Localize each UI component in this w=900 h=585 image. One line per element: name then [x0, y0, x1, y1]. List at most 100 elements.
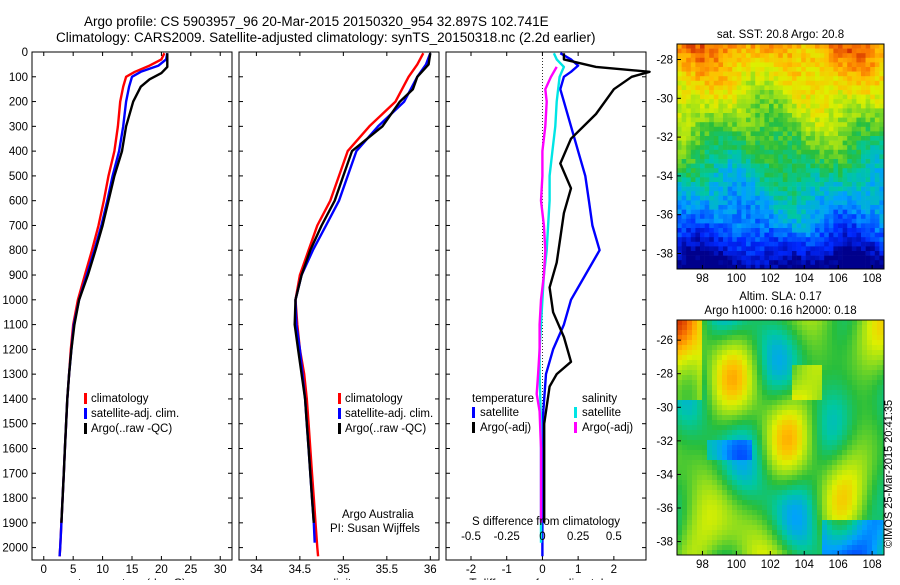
sst-map-cell [879, 218, 885, 224]
sst-map-cell [690, 241, 696, 247]
sst-map-cell [801, 237, 807, 243]
sst-map-cell [718, 131, 724, 137]
sla-map-cell [787, 445, 793, 451]
sst-map-ytick-label: -28 [656, 55, 673, 67]
sst-map-cell [856, 264, 862, 270]
sst-map-cell [778, 228, 784, 233]
sla-map-cell [702, 365, 708, 371]
sst-map-cell [769, 182, 774, 187]
sla-map-cell [772, 455, 778, 461]
sst-map-cell [736, 117, 742, 123]
sla-map-cell [802, 465, 808, 471]
sst-map-cell [746, 246, 751, 252]
sla-map-cell [702, 480, 708, 486]
sst-map-cell [847, 80, 853, 86]
sst-map-cell [700, 168, 705, 174]
sst-map-cell [815, 53, 820, 59]
sst-map-cell [741, 195, 747, 201]
sla-map-cell [747, 375, 753, 381]
sst-map-cell [847, 182, 853, 187]
sla-map-cell [732, 350, 738, 356]
sst-map-cell [833, 200, 839, 206]
sst-map-cell [879, 228, 885, 233]
sst-map-cell [695, 85, 701, 91]
sst-map-cell [824, 195, 830, 201]
sla-map-cell [832, 525, 838, 531]
sst-map-cell [838, 241, 843, 247]
sla-map-cell [827, 320, 833, 326]
sst-map-cell [677, 232, 682, 238]
sla-map-cell [872, 435, 878, 441]
sla-map-cell [792, 400, 798, 406]
sla-map-cell [812, 325, 818, 331]
sst-map-cell [718, 149, 724, 155]
sla-map-cell [867, 390, 873, 396]
sla-map-cell [767, 385, 773, 391]
sst-map-cell [796, 191, 802, 197]
sla-map-cell [872, 420, 878, 426]
sla-map-cell [752, 400, 758, 406]
sst-map-cell [700, 214, 705, 220]
sla-map-cell [882, 465, 885, 471]
sla-map-cell [872, 395, 878, 401]
sla-map-cell [867, 425, 873, 431]
sla-map-cell [732, 430, 738, 436]
sla-map-cell [692, 545, 698, 551]
sst-map-cell [686, 154, 692, 160]
sst-map-cell [792, 172, 797, 178]
sla-map-cell [677, 490, 683, 496]
sst-map-cell [695, 177, 701, 183]
sst-map-cell [856, 195, 862, 201]
sla-map-cell [862, 450, 868, 456]
sla-map-cell [757, 320, 763, 326]
sst-map-cell [856, 232, 862, 238]
sst-map-cell [792, 140, 797, 146]
sst-map-cell [810, 71, 816, 77]
sst-map-cell [879, 223, 885, 229]
sla-map-cell [867, 545, 873, 551]
sst-map-cell [695, 53, 701, 59]
sla-map-cell [752, 450, 758, 456]
sst-map-cell [865, 57, 871, 63]
sla-map-cell [707, 345, 713, 351]
sst-map-cell [879, 205, 885, 210]
sla-map-cell [827, 435, 833, 441]
sla-map-cell [852, 320, 858, 326]
sla-map-cell [822, 410, 828, 416]
sla-map-cell [822, 470, 828, 476]
sla-map-cell [727, 455, 733, 461]
sla-map-cell [822, 420, 828, 426]
sla-map-cell [802, 325, 808, 331]
sla-map-cell [822, 535, 828, 541]
sst-map-cell [723, 85, 728, 91]
sst-map-cell [755, 237, 761, 243]
sst-map-cell [741, 99, 747, 105]
sla-map-cell [792, 500, 798, 506]
sla-map-cell [727, 550, 733, 556]
sla-map-cell [697, 540, 703, 546]
sst-map-cell [792, 237, 797, 243]
sst-map-cell [778, 126, 784, 132]
sla-map-cell [757, 325, 763, 331]
sst-map-cell [828, 172, 834, 178]
sst-map-cell [681, 223, 687, 229]
sla-map-cell [772, 380, 778, 386]
sla-map-cell [792, 425, 798, 431]
secondary-xtick-label: 0 [539, 531, 545, 543]
sla-map-cell [822, 545, 828, 551]
sla-map-cell [852, 530, 858, 536]
sla-map-cell [712, 505, 718, 511]
sla-map-cell [817, 440, 823, 446]
sla-map-cell [712, 520, 718, 526]
sst-map-cell [787, 168, 793, 174]
sst-map-ytick-label: -34 [656, 171, 673, 183]
sst-map-cell [695, 172, 701, 178]
sla-map-cell [827, 370, 833, 376]
difference-xlabel: T difference from climatology [469, 576, 623, 580]
sst-map-cell [851, 223, 857, 229]
sst-map-cell [801, 71, 807, 77]
sst-map-cell [746, 76, 751, 82]
sst-map-cell [842, 80, 848, 86]
sst-map-cell [828, 67, 834, 72]
sst-map-cell [874, 53, 880, 59]
